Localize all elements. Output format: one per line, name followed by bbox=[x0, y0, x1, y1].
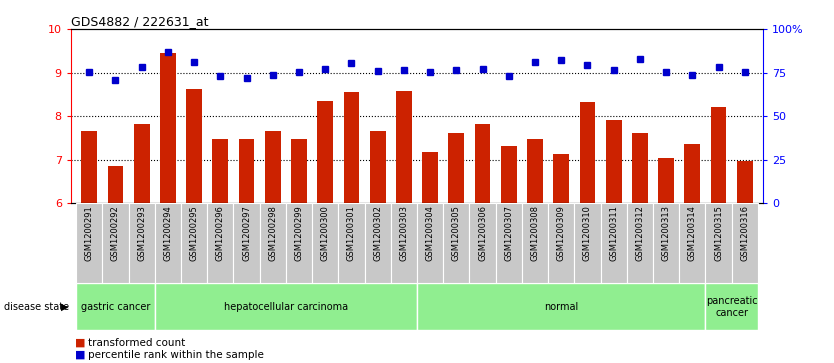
Bar bbox=[443, 203, 470, 283]
Bar bbox=[495, 203, 522, 283]
Bar bbox=[291, 139, 307, 203]
Text: GSM1200299: GSM1200299 bbox=[294, 205, 304, 261]
Text: GSM1200312: GSM1200312 bbox=[636, 205, 645, 261]
Text: GSM1200300: GSM1200300 bbox=[321, 205, 329, 261]
Text: hepatocellular carcinoma: hepatocellular carcinoma bbox=[224, 302, 348, 312]
Text: GSM1200292: GSM1200292 bbox=[111, 205, 120, 261]
Bar bbox=[181, 203, 207, 283]
Bar bbox=[553, 155, 569, 203]
Text: GSM1200302: GSM1200302 bbox=[373, 205, 382, 261]
Text: GSM1200316: GSM1200316 bbox=[741, 205, 749, 261]
Bar bbox=[108, 166, 123, 203]
Bar bbox=[711, 107, 726, 203]
Bar bbox=[312, 203, 339, 283]
Bar bbox=[259, 203, 286, 283]
Bar bbox=[600, 203, 627, 283]
Text: GDS4882 / 222631_at: GDS4882 / 222631_at bbox=[71, 15, 208, 28]
Text: GSM1200306: GSM1200306 bbox=[478, 205, 487, 261]
Bar bbox=[417, 203, 443, 283]
Text: GSM1200293: GSM1200293 bbox=[137, 205, 146, 261]
Bar bbox=[133, 124, 149, 203]
Bar bbox=[449, 133, 465, 203]
Bar bbox=[422, 152, 438, 203]
Text: GSM1200298: GSM1200298 bbox=[269, 205, 277, 261]
Bar bbox=[685, 144, 701, 203]
Bar bbox=[653, 203, 679, 283]
Bar bbox=[234, 203, 259, 283]
Text: GSM1200294: GSM1200294 bbox=[163, 205, 173, 261]
Bar bbox=[265, 131, 281, 203]
Bar bbox=[575, 203, 600, 283]
Bar bbox=[501, 146, 516, 203]
Text: pancreatic
cancer: pancreatic cancer bbox=[706, 296, 757, 318]
Bar bbox=[679, 203, 706, 283]
Bar bbox=[103, 203, 128, 283]
Text: GSM1200310: GSM1200310 bbox=[583, 205, 592, 261]
Text: gastric cancer: gastric cancer bbox=[81, 302, 150, 312]
Bar bbox=[658, 158, 674, 203]
Bar bbox=[155, 203, 181, 283]
Bar bbox=[76, 283, 155, 330]
Bar bbox=[160, 53, 176, 203]
Text: GSM1200291: GSM1200291 bbox=[85, 205, 93, 261]
Text: ▶: ▶ bbox=[61, 302, 68, 312]
Bar bbox=[239, 139, 254, 203]
Text: GSM1200313: GSM1200313 bbox=[661, 205, 671, 261]
Bar bbox=[527, 139, 543, 203]
Bar bbox=[155, 283, 417, 330]
Bar bbox=[82, 131, 97, 203]
Text: GSM1200315: GSM1200315 bbox=[714, 205, 723, 261]
Bar bbox=[186, 89, 202, 203]
Text: disease state: disease state bbox=[4, 302, 69, 312]
Bar bbox=[548, 203, 575, 283]
Bar bbox=[632, 133, 648, 203]
Bar bbox=[213, 139, 229, 203]
Bar bbox=[128, 203, 155, 283]
Bar bbox=[369, 131, 385, 203]
Bar bbox=[627, 203, 653, 283]
Bar bbox=[391, 203, 417, 283]
Bar bbox=[706, 283, 758, 330]
Text: GSM1200295: GSM1200295 bbox=[189, 205, 198, 261]
Bar bbox=[522, 203, 548, 283]
Text: percentile rank within the sample: percentile rank within the sample bbox=[88, 350, 264, 360]
Text: GSM1200303: GSM1200303 bbox=[399, 205, 409, 261]
Bar bbox=[286, 203, 312, 283]
Text: GSM1200301: GSM1200301 bbox=[347, 205, 356, 261]
Bar bbox=[396, 91, 412, 203]
Bar bbox=[605, 120, 621, 203]
Text: normal: normal bbox=[544, 302, 578, 312]
Text: ■: ■ bbox=[75, 338, 86, 348]
Bar bbox=[731, 203, 758, 283]
Text: GSM1200296: GSM1200296 bbox=[216, 205, 225, 261]
Text: GSM1200311: GSM1200311 bbox=[609, 205, 618, 261]
Bar bbox=[339, 203, 364, 283]
Text: GSM1200307: GSM1200307 bbox=[505, 205, 513, 261]
Bar bbox=[706, 203, 731, 283]
Bar bbox=[470, 203, 495, 283]
Bar bbox=[318, 101, 333, 203]
Bar bbox=[475, 124, 490, 203]
Bar bbox=[344, 92, 359, 203]
Bar bbox=[364, 203, 391, 283]
Text: GSM1200308: GSM1200308 bbox=[530, 205, 540, 261]
Text: GSM1200314: GSM1200314 bbox=[688, 205, 697, 261]
Text: ■: ■ bbox=[75, 350, 86, 360]
Text: GSM1200305: GSM1200305 bbox=[452, 205, 461, 261]
Bar bbox=[417, 283, 706, 330]
Bar bbox=[737, 160, 752, 203]
Text: GSM1200297: GSM1200297 bbox=[242, 205, 251, 261]
Text: GSM1200304: GSM1200304 bbox=[425, 205, 435, 261]
Text: transformed count: transformed count bbox=[88, 338, 185, 348]
Bar bbox=[580, 102, 595, 203]
Bar bbox=[207, 203, 234, 283]
Bar bbox=[76, 203, 103, 283]
Text: GSM1200309: GSM1200309 bbox=[557, 205, 565, 261]
